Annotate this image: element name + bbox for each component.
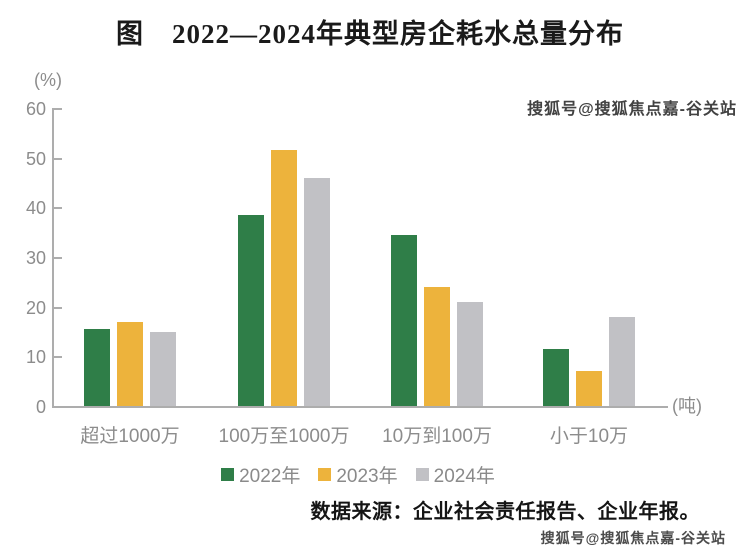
y-tick-label: 50 [25, 148, 46, 169]
data-source-note: 数据来源：企业社会责任报告、企业年报。 [310, 501, 700, 523]
bar-2024年-100万至1000万 [304, 177, 330, 406]
bar-2024年-10万到100万 [457, 301, 483, 406]
y-tick-mark [54, 257, 62, 259]
category-label: 10万到100万 [382, 426, 492, 447]
y-tick-mark [54, 108, 62, 110]
bar-2024年-小于10万 [609, 316, 635, 406]
y-tick-mark [54, 157, 62, 160]
bar-2023年-小于10万 [576, 371, 602, 406]
legend-item-2022年: 2022年 [221, 461, 300, 488]
sohu-watermark-top: 搜狐号@搜狐焦点嘉-谷关站 [527, 101, 737, 118]
legend-label: 2024年 [433, 466, 495, 487]
chart-legend: 2022年 2023年 2024年 [0, 461, 740, 488]
y-axis-line [52, 108, 54, 408]
legend-label: 2022年 [239, 466, 301, 487]
y-tick-label: 40 [25, 198, 46, 219]
category-label: 小于10万 [549, 426, 629, 447]
y-axis-unit-label: (%) [34, 70, 62, 90]
sohu-watermark-bottom: 搜狐号@搜狐焦点嘉-谷关站 [540, 530, 726, 546]
category-label: 100万至1000万 [218, 426, 350, 447]
y-tick-label: 60 [25, 99, 46, 119]
legend-swatch-icon [221, 468, 235, 481]
y-tick-mark [54, 356, 62, 359]
y-tick-mark [54, 306, 62, 309]
legend-item-2023年: 2023年 [318, 461, 398, 488]
y-tick-label: 0 [35, 397, 46, 417]
y-tick-label: 30 [25, 248, 46, 268]
y-tick-label: 20 [25, 297, 46, 318]
legend-label: 2023年 [336, 466, 398, 487]
legend-item-2024年: 2024年 [415, 461, 495, 488]
y-tick-label: 10 [25, 347, 46, 368]
legend-swatch-icon [415, 468, 429, 481]
x-axis-unit-label: (吨) [672, 396, 702, 416]
bar-2022年-100万至1000万 [238, 214, 264, 406]
bar-2023年-超过1000万 [117, 321, 143, 406]
category-label: 超过1000万 [80, 426, 180, 447]
legend-swatch-icon [318, 468, 332, 481]
x-axis-line [52, 406, 668, 408]
bar-2022年-小于10万 [543, 348, 569, 406]
chart-title: 图 2022—2024年典型房企耗水总量分布 [116, 19, 624, 49]
bar-2022年-10万到100万 [391, 234, 417, 406]
y-tick-mark [54, 207, 62, 210]
y-tick-mark [54, 406, 62, 408]
bar-2023年-10万到100万 [424, 286, 450, 406]
bar-2023年-100万至1000万 [271, 150, 297, 406]
bar-2024年-超过1000万 [150, 331, 176, 406]
bar-2022年-超过1000万 [84, 329, 110, 406]
